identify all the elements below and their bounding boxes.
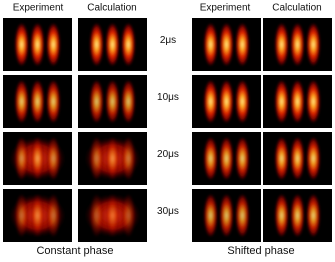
stripe [30,79,45,124]
stripe [290,22,305,67]
stripe [235,136,250,181]
stripe [306,136,321,181]
stripe [121,136,136,181]
stripe [306,22,321,67]
image-panel [3,18,72,71]
stripe [203,193,218,238]
image-panel [78,189,147,242]
image-panel [263,132,332,185]
group-caption: Constant phase [36,245,113,257]
stripe [306,79,321,124]
image-panel [192,132,261,185]
column-header: Experiment [13,3,64,14]
stripe [14,22,29,67]
image-panel [3,189,72,242]
stripe [30,193,45,238]
image-panel [263,189,332,242]
stripe [46,193,61,238]
stripe [290,136,305,181]
stripe [46,79,61,124]
stripe [274,136,289,181]
stripe [290,193,305,238]
stripe [30,136,45,181]
image-panel [192,75,261,128]
time-label: 2μs [160,35,176,46]
image-panel [192,189,261,242]
stripe [235,193,250,238]
stripe [46,136,61,181]
time-label: 20μs [157,149,179,160]
stripe [203,136,218,181]
stripe [219,79,234,124]
stripe [274,193,289,238]
column-header: Experiment [200,3,251,14]
stripe [121,79,136,124]
stripe [121,193,136,238]
image-panel [3,132,72,185]
image-panel [263,75,332,128]
image-panel [78,132,147,185]
stripe [274,79,289,124]
stripe [219,136,234,181]
image-panel [78,75,147,128]
stripe [105,22,120,67]
stripe [274,22,289,67]
stripe [30,22,45,67]
stripe [235,79,250,124]
column-header: Calculation [272,3,321,14]
stripe [306,193,321,238]
stripe [235,22,250,67]
stripe [14,79,29,124]
stripe [105,193,120,238]
stripe [219,193,234,238]
image-panel [3,75,72,128]
stripe [219,22,234,67]
stripe [89,22,104,67]
image-panel [263,18,332,71]
stripe [203,79,218,124]
stripe [121,22,136,67]
time-label: 30μs [157,206,179,217]
stripe [46,22,61,67]
stripe [89,79,104,124]
stripe [14,136,29,181]
image-panel [192,18,261,71]
stripe [203,22,218,67]
stripe [14,193,29,238]
group-caption: Shifted phase [227,245,294,257]
stripe [89,136,104,181]
stripe [89,193,104,238]
time-label: 10μs [157,92,179,103]
stripe [290,79,305,124]
stripe [105,79,120,124]
column-header: Calculation [87,3,136,14]
stripe [105,136,120,181]
image-panel [78,18,147,71]
